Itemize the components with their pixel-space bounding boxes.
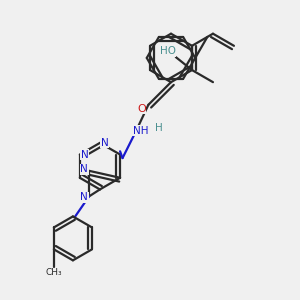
Text: N: N [80,164,88,174]
Text: N: N [81,149,88,160]
Text: NH: NH [133,126,148,136]
Text: N: N [80,192,88,203]
Text: CH₃: CH₃ [46,268,62,277]
Text: HO: HO [160,46,176,56]
Text: H: H [155,123,163,133]
Text: N: N [101,138,109,148]
Text: O: O [137,103,146,114]
